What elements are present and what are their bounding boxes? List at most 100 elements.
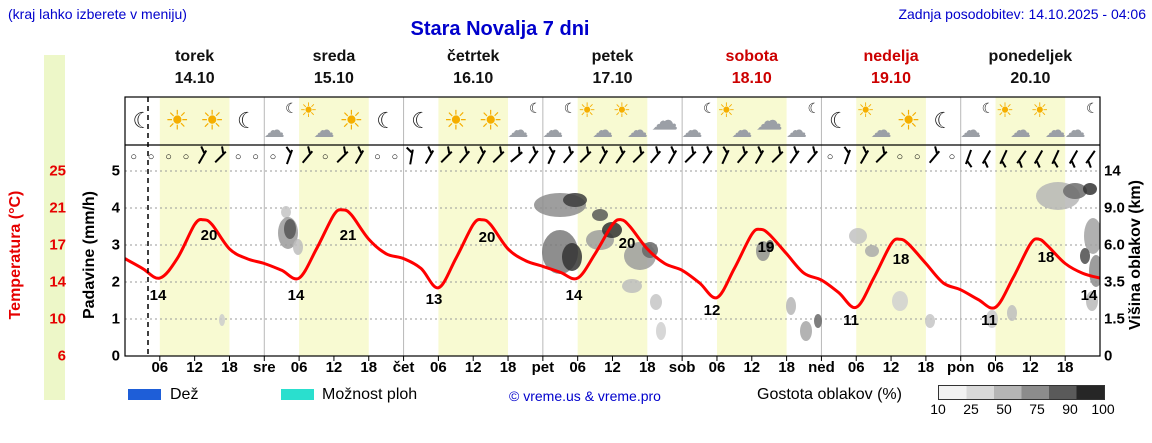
sun-glyph: ☀ bbox=[717, 100, 736, 122]
cloud-tick-label: 1.5 bbox=[1104, 310, 1125, 328]
temp-value-label: 19 bbox=[758, 239, 775, 256]
time-tick-label: 06 bbox=[847, 359, 865, 376]
wind-barb-line bbox=[458, 150, 470, 164]
cloud-glyph: ☁ bbox=[786, 119, 808, 142]
wind-barb-icon bbox=[752, 149, 768, 165]
cloud-blob bbox=[925, 314, 935, 328]
wind-barb-icon bbox=[561, 149, 577, 165]
wind-barb-icon bbox=[874, 149, 890, 165]
copyright-link[interactable]: © vreme.us & vreme.pro bbox=[509, 388, 661, 404]
wind-barb-line bbox=[546, 149, 556, 165]
cloud-blob bbox=[1089, 255, 1100, 287]
cloud-tick-label: 3.5 bbox=[1104, 273, 1125, 291]
cloud-blob bbox=[293, 239, 303, 255]
wind-barb-line bbox=[1051, 149, 1061, 165]
cloud-icon: ☁ bbox=[751, 100, 787, 142]
cloud-glyph: ☁ bbox=[1009, 119, 1031, 142]
cloud-density-tick-label: 90 bbox=[1062, 401, 1078, 417]
temp-value-label: 18 bbox=[893, 251, 910, 268]
precip-tick-label: 0 bbox=[111, 347, 120, 365]
moon-glyph: ☾ bbox=[828, 108, 849, 133]
wind-barb-line bbox=[336, 150, 349, 164]
moon-icon: ☾ bbox=[925, 100, 961, 142]
wind-barb-icon bbox=[648, 149, 664, 165]
showers-legend-label: Možnost ploh bbox=[322, 386, 418, 403]
moon-icon: ☾ bbox=[368, 100, 404, 142]
wind-barb-icon bbox=[840, 149, 856, 165]
cloud-moon-icon: ☾ ☁ bbox=[786, 100, 822, 142]
temp-value-label: 20 bbox=[201, 227, 218, 244]
wind-barb-icon bbox=[927, 149, 943, 165]
wind-barb-line bbox=[354, 150, 365, 164]
cloud-density-tick-label: 100 bbox=[1091, 401, 1115, 417]
sun-glyph: ☀ bbox=[896, 105, 921, 136]
cloud-layer bbox=[219, 182, 1100, 341]
precip-axis-label: Padavine (mm/h) bbox=[81, 190, 98, 320]
wind-barb-line bbox=[806, 150, 818, 164]
wind-barb-line bbox=[755, 150, 765, 164]
rain-legend-label: Dež bbox=[170, 386, 199, 403]
cloud-glyph: ☁ bbox=[313, 119, 335, 142]
wind-barb-icon bbox=[352, 149, 368, 165]
wind-barb-icon bbox=[457, 149, 473, 165]
temp-tick-label: 21 bbox=[49, 199, 66, 217]
wind-barb-line bbox=[668, 150, 678, 164]
time-tick-label: 12 bbox=[325, 359, 343, 376]
cloud-glyph: ☁ bbox=[592, 119, 614, 142]
cloud-blob bbox=[624, 242, 656, 270]
temp-value-label: 11 bbox=[843, 312, 859, 329]
wind-barb-line bbox=[598, 150, 608, 164]
day-name: ponedeljek bbox=[988, 48, 1073, 65]
wind-calm-icon: ○ bbox=[896, 151, 904, 163]
wind-barb-line bbox=[649, 150, 662, 164]
sun-cloud-icon: ☀ ☁ bbox=[1030, 100, 1066, 142]
wind-barb-icon bbox=[665, 149, 681, 165]
wind-calm-icon: ○ bbox=[252, 151, 259, 163]
moon-glyph: ☾ bbox=[237, 108, 257, 133]
cloud-density-tick-label: 10 bbox=[930, 401, 946, 417]
precip-tick-label: 1 bbox=[111, 310, 120, 328]
wind-barb-line bbox=[198, 150, 208, 164]
wind-barb-icon bbox=[631, 149, 647, 165]
cloud-glyph: ☁ bbox=[870, 119, 892, 142]
cloud-moon-icon: ☾ ☁ bbox=[507, 100, 543, 142]
moon-icon: ☾ bbox=[229, 100, 265, 142]
cloud-blob bbox=[766, 240, 774, 252]
wind-calm-icon: ○ bbox=[321, 151, 329, 163]
cloud-blob bbox=[865, 245, 879, 257]
moon-glyph: ☾ bbox=[376, 108, 397, 133]
wind-calm-icon: ○ bbox=[269, 151, 277, 163]
cloud-density-tick-label: 75 bbox=[1029, 401, 1045, 417]
temp-value-label: 14 bbox=[566, 287, 583, 304]
cloud-blob bbox=[849, 228, 867, 244]
wind-calm-icon: ○ bbox=[391, 151, 399, 163]
sun-cloud-icon: ☀ ☁ bbox=[612, 100, 648, 142]
temp-value-label: 14 bbox=[150, 287, 167, 304]
sun-glyph: ☀ bbox=[478, 105, 503, 136]
cloud-blob bbox=[642, 242, 658, 258]
moon-glyph: ☾ bbox=[563, 100, 577, 116]
temp-value-label: 13 bbox=[426, 291, 443, 308]
wind-barb-line bbox=[1068, 150, 1078, 164]
cloud-blob bbox=[1083, 183, 1097, 195]
day-name: torek bbox=[175, 48, 215, 65]
sun-icon: ☀ bbox=[194, 100, 230, 142]
sun-glyph: ☀ bbox=[299, 100, 318, 122]
wind-barb-line bbox=[528, 150, 539, 164]
temp-value-label: 18 bbox=[1038, 249, 1055, 266]
temp-value-label: 21 bbox=[340, 227, 357, 244]
time-tick-label: sre bbox=[253, 359, 276, 376]
sun-glyph: ☀ bbox=[443, 105, 468, 136]
wind-barb-line bbox=[789, 150, 800, 164]
sun-cloud-icon: ☀ ☁ bbox=[299, 100, 335, 142]
cloud-blob bbox=[986, 310, 998, 328]
cloud-blob bbox=[586, 230, 614, 250]
temperature-axis-label: Temperatura (°C) bbox=[7, 190, 24, 320]
wind-calm-icon: ○ bbox=[948, 151, 956, 163]
sun-glyph: ☀ bbox=[1030, 100, 1049, 122]
wind-barb-line bbox=[928, 150, 940, 164]
wind-barb-line bbox=[579, 150, 592, 164]
sun-icon: ☀ bbox=[438, 100, 474, 142]
